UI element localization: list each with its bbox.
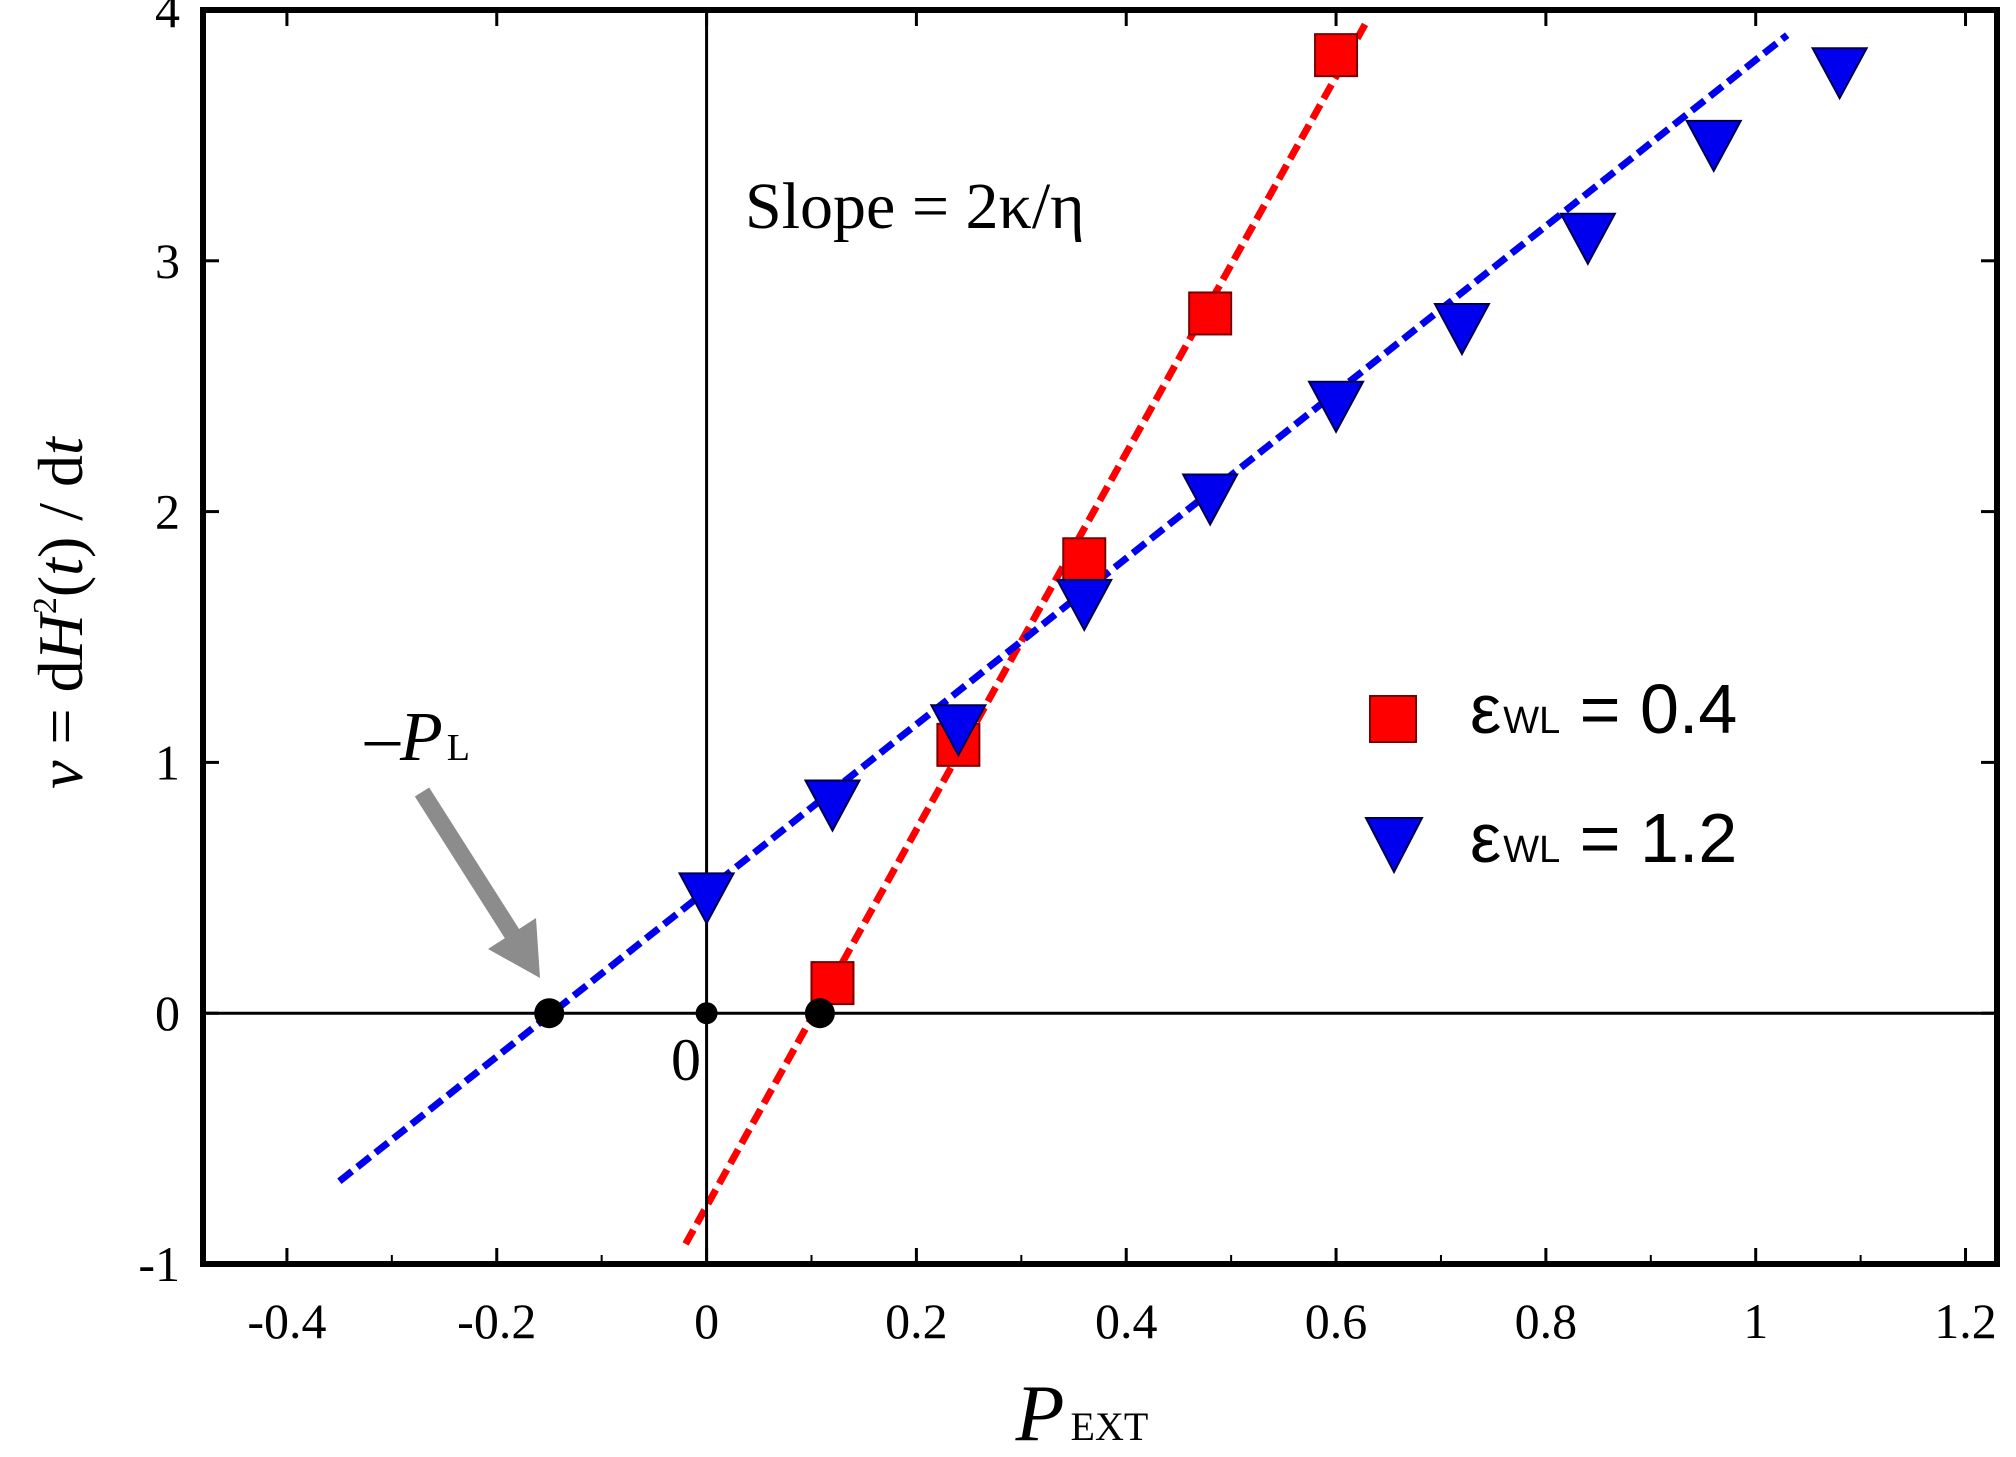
legend-marker-square [1369, 695, 1417, 743]
x-tick-label: 1 [1743, 1293, 1768, 1349]
marker-triangle [1559, 212, 1617, 266]
legend-label-eps-1-2: εWL = 1.2 [1470, 799, 1737, 877]
x-tick-label: 0.4 [1095, 1293, 1158, 1349]
marker-triangle [929, 704, 988, 758]
data-markers [677, 33, 1869, 1006]
plot-frame [200, 7, 2000, 1267]
marker-triangle [1307, 380, 1365, 434]
axis-lines [203, 10, 1997, 1264]
x-tick-label: -0.4 [247, 1293, 326, 1349]
fit-lines [337, 18, 1790, 1246]
x-tick-label: 1.2 [1934, 1293, 1997, 1349]
legend: εWL = 0.4 εWL = 1.2 [1364, 670, 1737, 877]
legend-label-eps-0-4: εWL = 0.4 [1470, 670, 1737, 748]
x-axis-label: P EXT [1015, 1370, 1149, 1457]
tick-labels: -0.4 -0.2 0 0.2 0.4 0.6 0.8 1 1.2 -1 0 1 2 3 4 [138, 0, 1996, 1349]
pl-label: –P L [364, 699, 470, 776]
x-tick-label: -0.2 [457, 1293, 536, 1349]
marker-triangle [1181, 473, 1239, 527]
pl-arrow [414, 787, 540, 978]
intercept-dot [804, 998, 835, 1029]
x-tick-label: 0 [694, 1293, 719, 1349]
intercept-dot [534, 998, 565, 1029]
legend-item-eps-0-4: εWL = 0.4 [1369, 670, 1737, 748]
marker-square [1314, 33, 1359, 78]
origin-label: 0 [671, 1027, 701, 1093]
x-tick-label: 0.2 [885, 1293, 948, 1349]
marker-triangle [677, 872, 736, 926]
marker-triangle [1685, 119, 1743, 174]
marker-triangle [1433, 303, 1491, 357]
y-tick-label: -1 [138, 1236, 180, 1292]
legend-marker-triangle [1364, 817, 1424, 875]
marker-square [1062, 537, 1107, 582]
marker-square [1188, 291, 1233, 336]
marker-triangle [803, 779, 862, 833]
marker-triangle [1810, 47, 1869, 101]
marker-triangle [1055, 578, 1113, 632]
marker-square [810, 961, 855, 1006]
intercept-points [534, 998, 835, 1029]
slope-annotation: Slope = 2κ/η [745, 170, 1085, 243]
fit-line-1 [337, 32, 1790, 1184]
y-tick-label: 2 [155, 484, 180, 540]
x-tick-label: 0.8 [1515, 1293, 1578, 1349]
y-tick-label: 1 [155, 734, 180, 790]
intercept-dot [695, 1002, 718, 1025]
legend-item-eps-1-2: εWL = 1.2 [1364, 799, 1737, 877]
y-tick-label: 4 [155, 0, 180, 38]
fit-line-0 [682, 18, 1371, 1246]
y-axis-label: v = dH2(t) / dt [25, 435, 96, 789]
y-tick-label: 3 [155, 233, 180, 289]
y-tick-label: 0 [155, 985, 180, 1041]
x-tick-label: 0.6 [1305, 1293, 1368, 1349]
